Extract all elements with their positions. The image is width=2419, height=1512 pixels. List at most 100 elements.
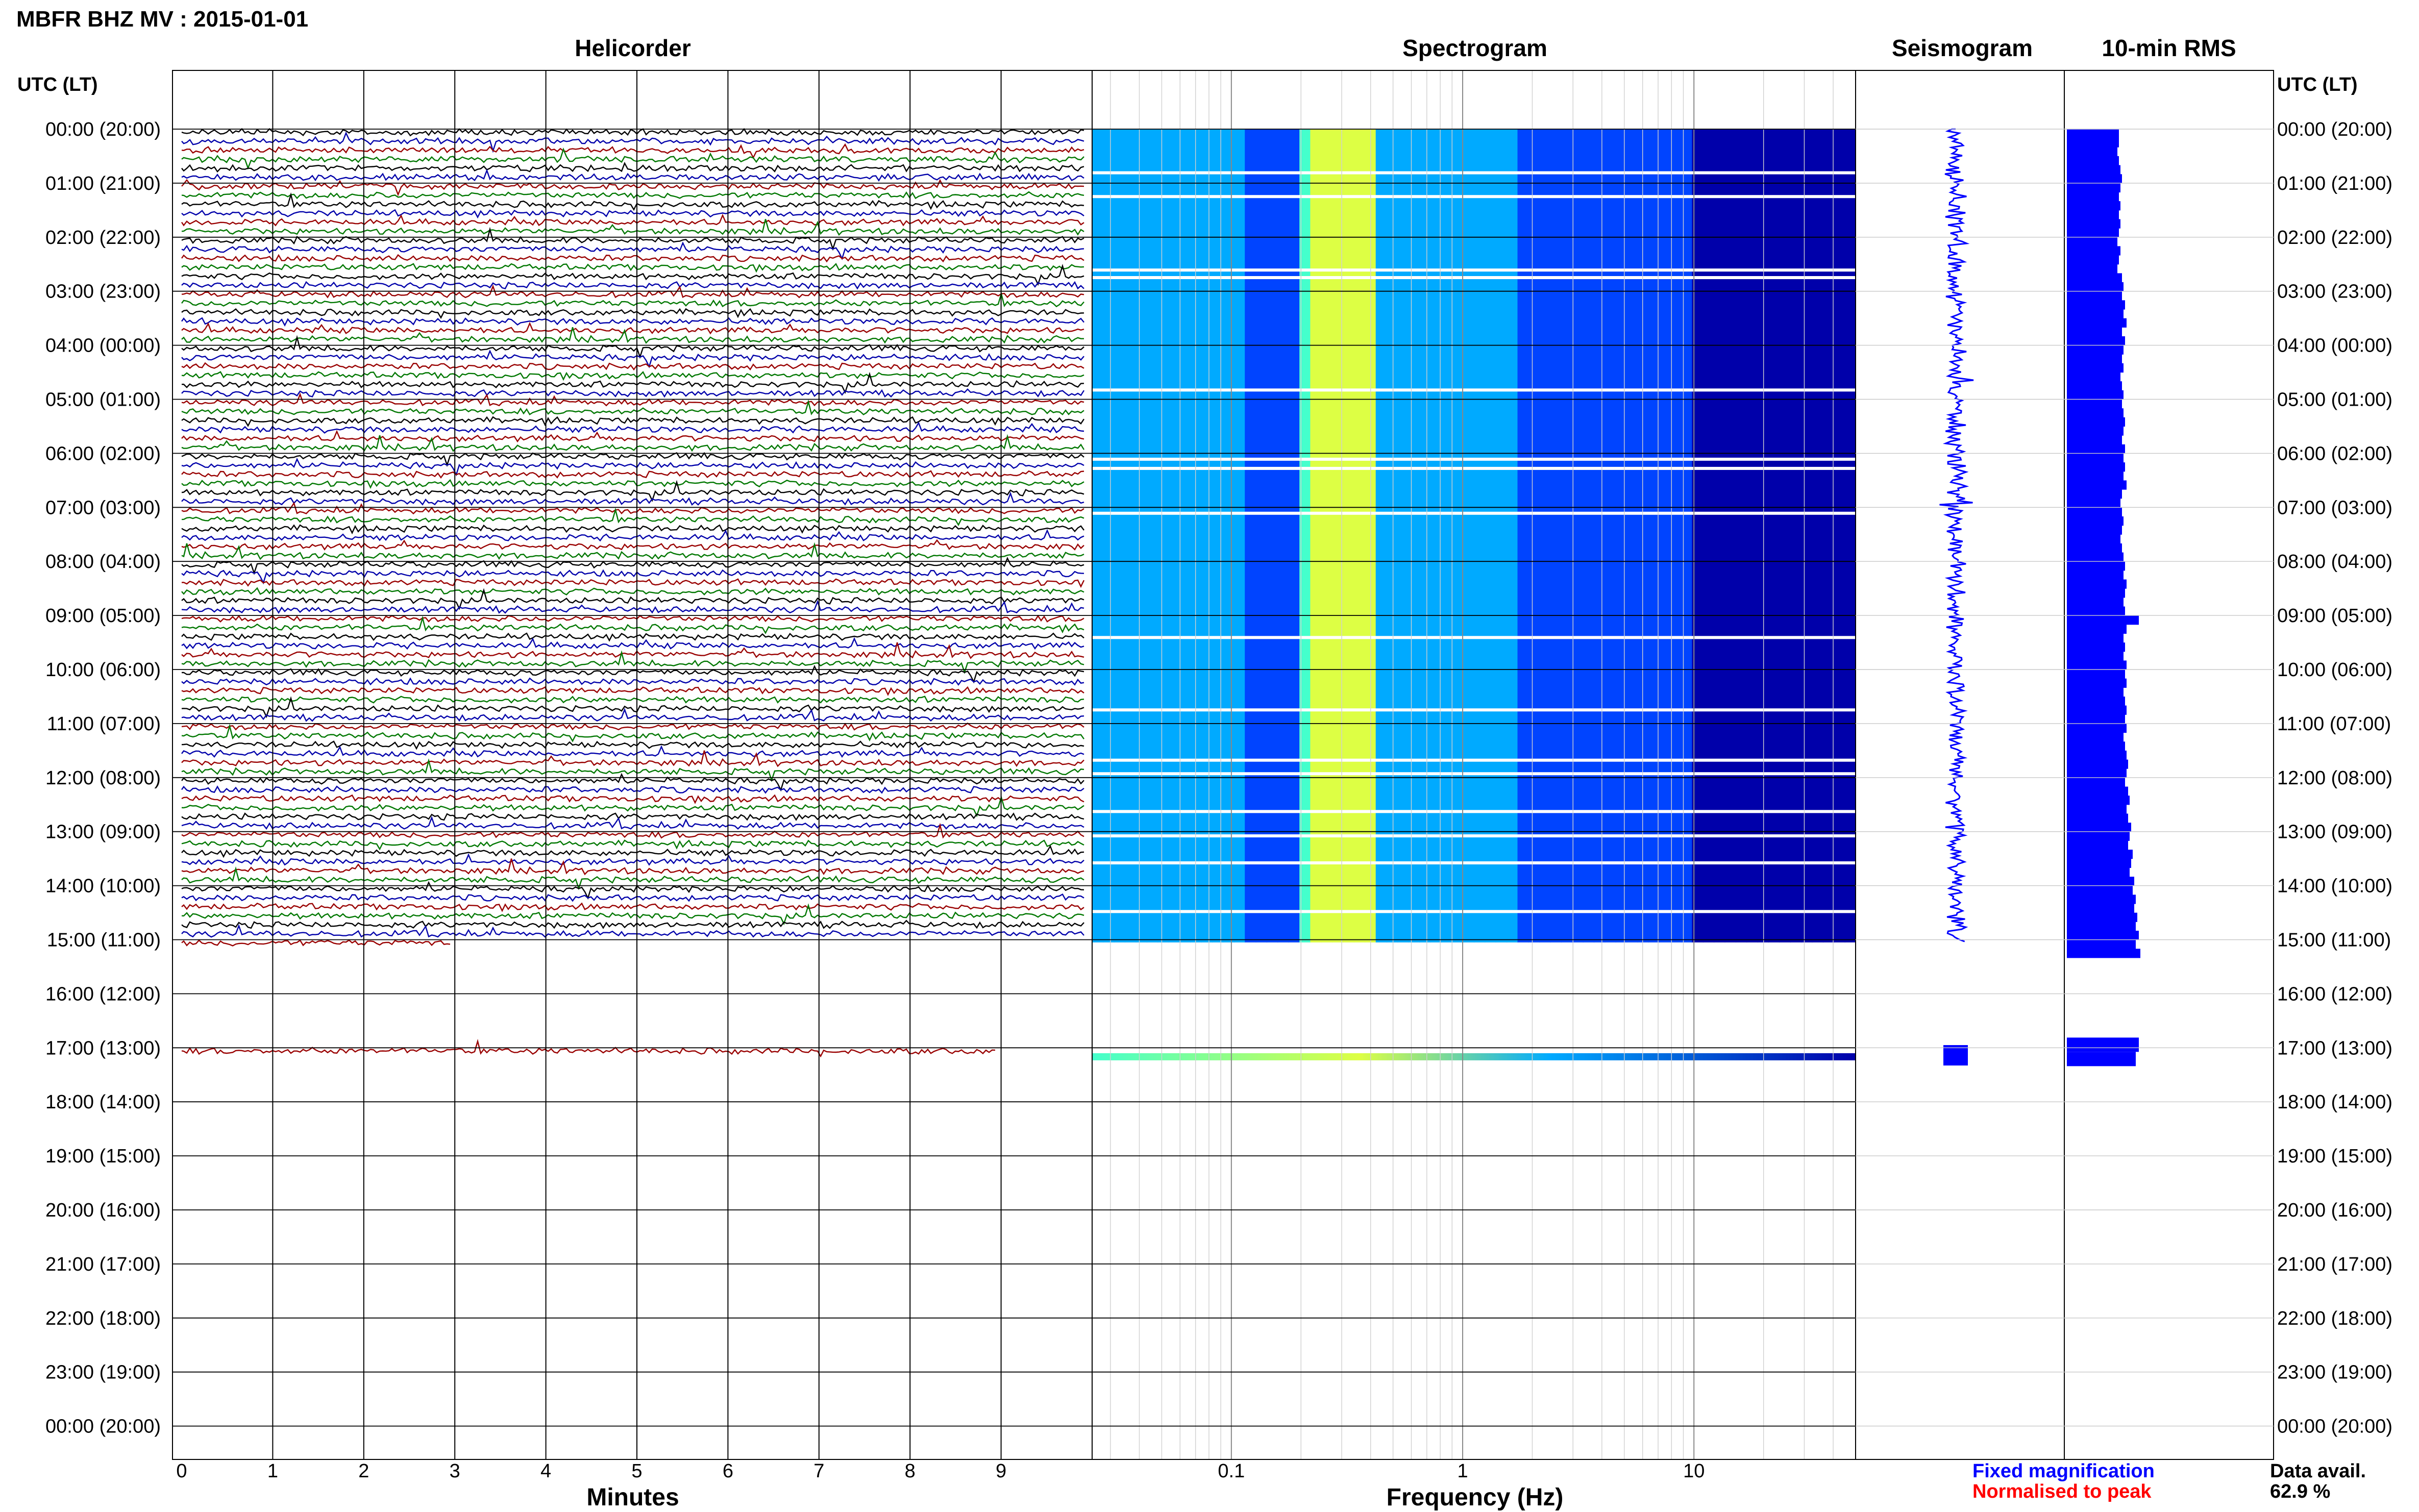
helicorder-trace: [181, 434, 1085, 452]
spectrogram-band: [1812, 129, 1823, 943]
helicorder-trace: [181, 795, 1084, 817]
rms-bar: [2067, 525, 2122, 535]
rms-bar: [2067, 930, 2139, 940]
rms-bar: [2067, 588, 2125, 598]
rms-bar: [2067, 318, 2127, 328]
spectrogram-late-segment: [1092, 1053, 1856, 1060]
time-label-left: 06:00 (02:00): [45, 443, 161, 464]
spectrogram-xlabel: Frequency (Hz): [1387, 1484, 1564, 1511]
time-label-right: 18:00 (14:00): [2277, 1092, 2392, 1113]
time-label-left: 13:00 (09:00): [45, 822, 161, 843]
rms-bar: [2067, 282, 2124, 292]
spectrogram-band: [1125, 129, 1137, 943]
seismogram-panel: [1855, 70, 2065, 1460]
spectrogram-band: [1332, 129, 1344, 943]
rms-bar: [2067, 741, 2125, 751]
left-axis-header: UTC (LT): [17, 74, 98, 95]
rms-bar: [2067, 877, 2134, 886]
spectrogram-band: [1190, 129, 1202, 943]
left-time-axis: 00:00 (20:00) 01:00 (21:00) 02:00 (22:00) 0…: [45, 119, 2274, 1437]
spectrogram-band: [1692, 129, 1704, 943]
helicorder-trace: [181, 370, 1084, 381]
time-label-right: 19:00 (15:00): [2277, 1146, 2392, 1167]
spectrogram-band: [1103, 129, 1115, 943]
rms-bar: [2067, 498, 2120, 508]
rms-bar: [2067, 165, 2120, 175]
rms-bar: [2067, 471, 2124, 481]
time-label-right: 06:00 (02:00): [2277, 443, 2392, 464]
helicorder-trace: [181, 371, 1084, 394]
helicorder-trace: [181, 893, 1084, 902]
spectrogram-band: [1844, 129, 1856, 943]
helicorder-trace: [181, 696, 1084, 704]
helicorder-trace: [181, 650, 1084, 675]
helicorder-trace: [181, 362, 1084, 371]
spectrogram-band: [1648, 129, 1660, 943]
helicorder-title: Helicorder: [575, 35, 691, 61]
rms-bar: [2067, 786, 2128, 796]
helicorder-trace: [181, 470, 1084, 479]
spectrogram-gap: [1092, 276, 1856, 279]
spectrogram-band: [1746, 129, 1758, 943]
rms-bar: [2067, 850, 2133, 859]
spectrogram-band: [1495, 129, 1508, 943]
spectrogram-band: [1201, 129, 1213, 943]
helicorder-trace: [181, 213, 1084, 227]
rms-bar: [2067, 300, 2125, 310]
spectrogram-band: [1168, 129, 1180, 943]
time-label-left: 16:00 (12:00): [45, 983, 161, 1005]
helicorder-tick-label: 0: [176, 1460, 187, 1482]
rms-bar: [2067, 129, 2119, 139]
rms-bar: [2067, 489, 2122, 499]
time-label-left: 17:00 (13:00): [45, 1037, 161, 1059]
helicorder-trace: [181, 853, 1084, 866]
rms-bar: [2067, 264, 2117, 274]
helicorder-trace: [181, 773, 1084, 792]
time-label-right: 01:00 (21:00): [2277, 173, 2392, 194]
helicorder-trace: [181, 263, 1084, 273]
rms-bar: [2067, 201, 2120, 211]
rms-bar: [2067, 246, 2120, 256]
spectrogram-band: [1441, 129, 1453, 943]
helicorder-tick-label: 2: [358, 1460, 369, 1482]
rms-bar: [2067, 903, 2134, 913]
rms-bar: [2067, 147, 2117, 157]
time-label-right: 08:00 (04:00): [2277, 551, 2392, 573]
spectrogram-band: [1659, 129, 1671, 943]
helicorder-trace: [181, 745, 1084, 758]
spectrogram-band: [1801, 129, 1813, 943]
helicorder-trace: [181, 227, 1084, 251]
rms-late-bar: [2067, 1037, 2139, 1052]
helicorder-trace: [181, 686, 1084, 696]
helicorder-trace: [181, 421, 1084, 434]
helicorder-trace: [181, 524, 1084, 535]
spectrogram-band: [1485, 129, 1496, 943]
time-label-left: 05:00 (01:00): [45, 389, 161, 411]
seismogram-late-trace: [1943, 1045, 1968, 1066]
spectrogram-gap: [1092, 810, 1856, 813]
time-label-left: 09:00 (05:00): [45, 605, 161, 627]
helicorder-tick-label: 6: [723, 1460, 733, 1482]
rms-bar: [2067, 291, 2122, 301]
rms-bar: [2067, 480, 2127, 490]
spectrogram-band: [1605, 129, 1616, 943]
rms-bar: [2067, 732, 2124, 742]
helicorder-trace: [181, 143, 1084, 159]
helicorder-trace: [181, 281, 1084, 290]
helicorder-trace: [181, 392, 1084, 407]
helicorder-trace: [181, 388, 1085, 398]
helicorder-trace: [181, 866, 1084, 890]
time-label-right: 13:00 (09:00): [2277, 822, 2392, 843]
helicorder-trace: [181, 632, 1084, 642]
spectrogram-band: [1397, 129, 1409, 943]
spectrogram-band: [1517, 129, 1529, 943]
spectrogram-band: [1550, 129, 1562, 943]
helicorder-trace: [181, 812, 1084, 821]
helicorder-trace: [181, 128, 1084, 137]
rms-bar: [2067, 561, 2125, 571]
helicorder-tick-label: 1: [267, 1460, 278, 1482]
helicorder-trace: [181, 219, 1084, 236]
rms-bar: [2067, 885, 2133, 895]
spectrogram-gap: [1092, 861, 1856, 864]
legend-normalised: Normalised to peak: [1972, 1481, 2152, 1502]
